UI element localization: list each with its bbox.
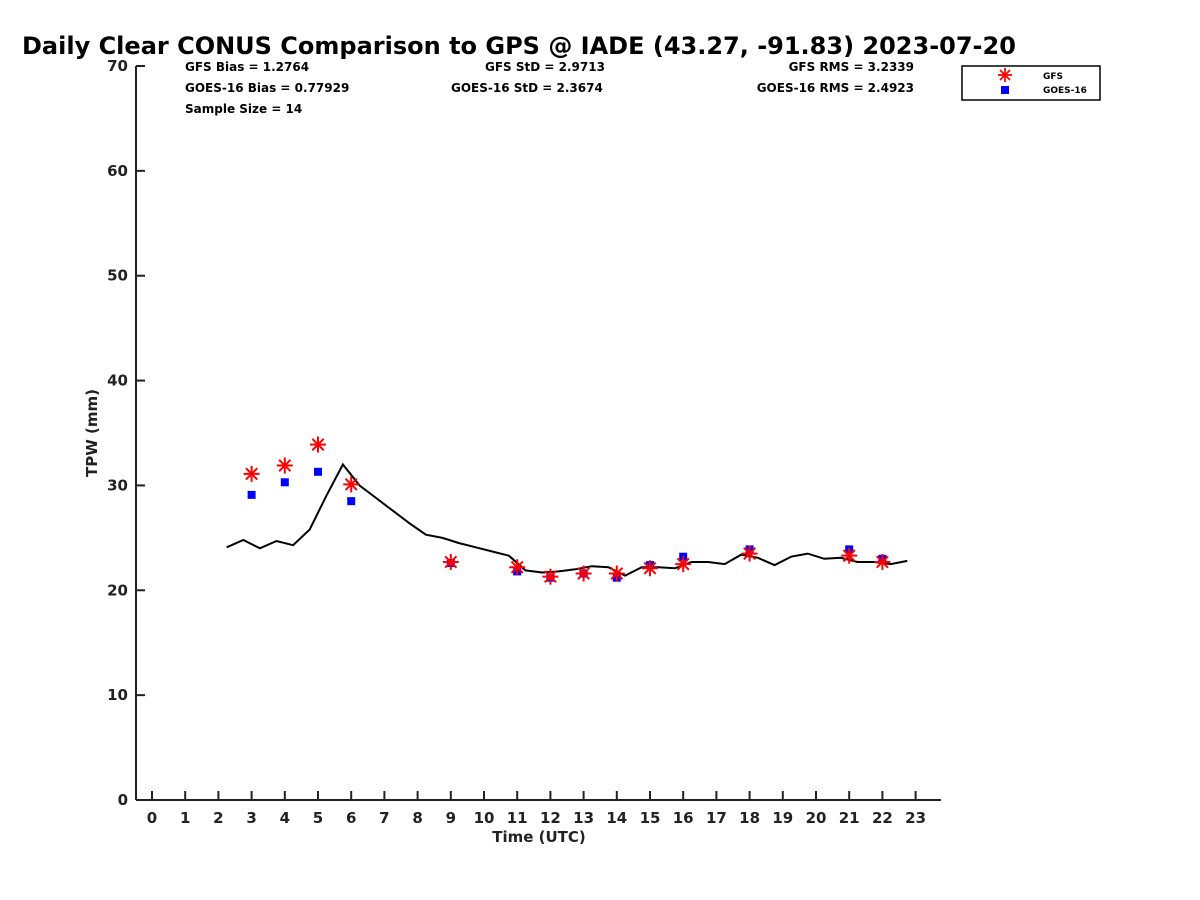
gfs-rms-label: GFS RMS = 3.2339 bbox=[789, 60, 914, 74]
goes16-point bbox=[247, 490, 256, 499]
legend-goes-marker-icon bbox=[1001, 86, 1009, 94]
gfs-point bbox=[310, 436, 326, 453]
gps-tpw-line bbox=[226, 462, 908, 577]
x-tick-label: 8 bbox=[412, 809, 422, 827]
legend-gfs-marker-icon bbox=[998, 68, 1012, 82]
x-tick-label: 17 bbox=[706, 809, 727, 827]
x-tick-label: 4 bbox=[280, 809, 290, 827]
legend-box bbox=[961, 65, 1101, 101]
gfs-point bbox=[575, 565, 592, 582]
x-tick-label: 3 bbox=[246, 809, 256, 827]
legend-gfs-label: GFS bbox=[1043, 72, 1063, 82]
y-tick-label: 50 bbox=[107, 267, 128, 285]
x-tick-label: 18 bbox=[739, 809, 760, 827]
x-tick-label: 9 bbox=[446, 809, 456, 827]
gfs-point bbox=[442, 553, 459, 570]
goes16-point bbox=[280, 478, 289, 487]
legend: GFS GOES-16 bbox=[961, 65, 1101, 101]
gfs-point bbox=[874, 553, 891, 570]
x-tick-label: 22 bbox=[872, 809, 893, 827]
y-tick-label: 20 bbox=[107, 581, 128, 599]
y-tick-label: 30 bbox=[107, 476, 128, 494]
goes16-point bbox=[314, 467, 322, 476]
marker-layer bbox=[243, 436, 891, 585]
gfs-point bbox=[343, 476, 360, 493]
legend-goes-label: GOES-16 bbox=[1043, 86, 1087, 96]
gfs-point bbox=[741, 545, 758, 562]
gfs-std-label: GFS StD = 2.9713 bbox=[485, 60, 605, 74]
chart-title: Daily Clear CONUS Comparison to GPS @ IA… bbox=[22, 32, 1016, 60]
goes-std-label: GOES-16 StD = 2.3674 bbox=[451, 81, 603, 95]
y-tick-label: 0 bbox=[118, 791, 128, 809]
x-tick-label: 13 bbox=[573, 809, 594, 827]
x-tick-label: 12 bbox=[540, 809, 561, 827]
goes16-point bbox=[347, 497, 356, 506]
x-tick-label: 10 bbox=[474, 809, 495, 827]
gfs-point bbox=[276, 457, 293, 474]
x-tick-label: 2 bbox=[213, 809, 223, 827]
goes-rms-label: GOES-16 RMS = 2.4923 bbox=[757, 81, 914, 95]
x-tick-label: 15 bbox=[640, 809, 661, 827]
gfs-point bbox=[675, 556, 692, 573]
x-tick-label: 7 bbox=[379, 809, 389, 827]
goes-bias-label: GOES-16 Bias = 0.77929 bbox=[185, 81, 349, 95]
gfs-point bbox=[608, 565, 625, 582]
x-tick-label: 6 bbox=[346, 809, 356, 827]
x-axis-label: Time (UTC) bbox=[492, 828, 586, 846]
x-tick-label: 11 bbox=[507, 809, 528, 827]
x-tick-label: 5 bbox=[313, 809, 323, 827]
y-axis-label: TPW (mm) bbox=[83, 389, 101, 477]
x-tick-label: 23 bbox=[905, 809, 926, 827]
x-tick-label: 0 bbox=[147, 809, 157, 827]
x-tick-label: 20 bbox=[806, 809, 827, 827]
gps-line-layer bbox=[226, 462, 908, 577]
sample-size-label: Sample Size = 14 bbox=[185, 102, 302, 116]
gfs-point bbox=[841, 547, 858, 564]
gfs-point bbox=[243, 465, 260, 482]
y-tick-label: 60 bbox=[107, 162, 128, 180]
x-tick-label: 1 bbox=[180, 809, 190, 827]
x-tick-label: 14 bbox=[606, 809, 627, 827]
gfs-point bbox=[542, 568, 559, 585]
gfs-bias-label: GFS Bias = 1.2764 bbox=[185, 60, 309, 74]
gfs-point bbox=[642, 560, 658, 577]
y-tick-label: 10 bbox=[107, 686, 128, 704]
gfs-point bbox=[509, 559, 526, 576]
x-tick-label: 16 bbox=[673, 809, 694, 827]
x-tick-label: 19 bbox=[772, 809, 793, 827]
y-tick-label: 40 bbox=[107, 372, 128, 390]
y-tick-label: 70 bbox=[107, 57, 128, 75]
x-tick-label: 21 bbox=[839, 809, 860, 827]
